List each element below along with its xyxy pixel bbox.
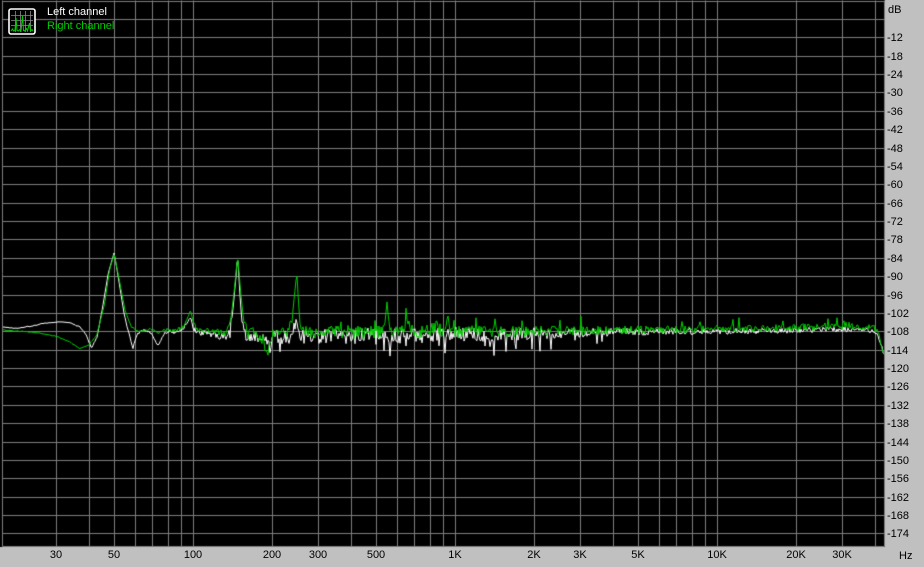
y-axis-tick-label: -150 — [887, 455, 910, 467]
y-axis-tick-label: -120 — [887, 363, 910, 375]
y-axis-tick-label: -102 — [887, 308, 910, 320]
y-axis-tick-label: -42 — [887, 124, 903, 136]
x-axis-tick-label: 5K — [631, 549, 645, 561]
y-axis-tick-label: -78 — [887, 234, 903, 246]
y-axis-tick-label: -66 — [887, 198, 903, 210]
x-axis-tick-label: 500 — [366, 549, 386, 561]
y-axis-tick-label: -36 — [887, 106, 903, 118]
y-axis-tick-label: -168 — [887, 510, 910, 522]
y-axis-tick-label: -126 — [887, 381, 910, 393]
y-axis-tick-label: -72 — [887, 216, 903, 228]
y-axis-tick-label: -156 — [887, 473, 910, 485]
x-axis-tick-label: 30K — [832, 549, 852, 561]
x-axis-tick-label: 30 — [49, 549, 63, 561]
x-axis-tick-label: 3K — [573, 549, 587, 561]
x-axis-tick-label: 200 — [262, 549, 282, 561]
y-axis-tick-label: -174 — [887, 528, 910, 540]
x-axis-tick-label: 50 — [107, 549, 121, 561]
y-axis-tick-label: -24 — [887, 69, 903, 81]
y-axis-tick-label: -30 — [887, 87, 903, 99]
x-axis-tick-label: 20K — [786, 549, 806, 561]
y-axis-tick-label: -132 — [887, 400, 910, 412]
y-axis-tick-label: -162 — [887, 492, 910, 504]
x-axis-tick-label: 1K — [448, 549, 462, 561]
y-axis-tick-label: -84 — [887, 253, 903, 265]
y-axis-tick-label: -48 — [887, 143, 903, 155]
x-axis-tick-label: 2K — [527, 549, 541, 561]
y-axis-tick-label: -138 — [887, 418, 910, 430]
x-axis-tick-label: 300 — [308, 549, 328, 561]
legend-left-channel-label: Left channel — [47, 6, 107, 18]
y-axis-tick-label: -114 — [887, 345, 909, 357]
x-axis-tick-label: 100 — [183, 549, 203, 561]
x-axis-tick-label: 10K — [707, 549, 727, 561]
x-axis-unit-label: Hz — [899, 550, 913, 562]
y-axis-tick-label: -18 — [887, 51, 903, 63]
y-axis-tick-label: -12 — [887, 32, 903, 44]
y-axis-unit-label: dB — [888, 4, 902, 16]
y-axis-tick-label: -54 — [887, 161, 903, 173]
y-axis-tick-label: -108 — [887, 326, 910, 338]
y-axis-tick-label: -96 — [887, 290, 903, 302]
y-axis-tick-label: -144 — [887, 437, 910, 449]
spectrum-thumbnail-icon[interactable] — [8, 8, 36, 35]
legend-right-channel-label: Right channel — [47, 20, 115, 32]
y-axis-tick-label: -60 — [887, 179, 903, 191]
y-axis-tick-label: -90 — [887, 271, 903, 283]
